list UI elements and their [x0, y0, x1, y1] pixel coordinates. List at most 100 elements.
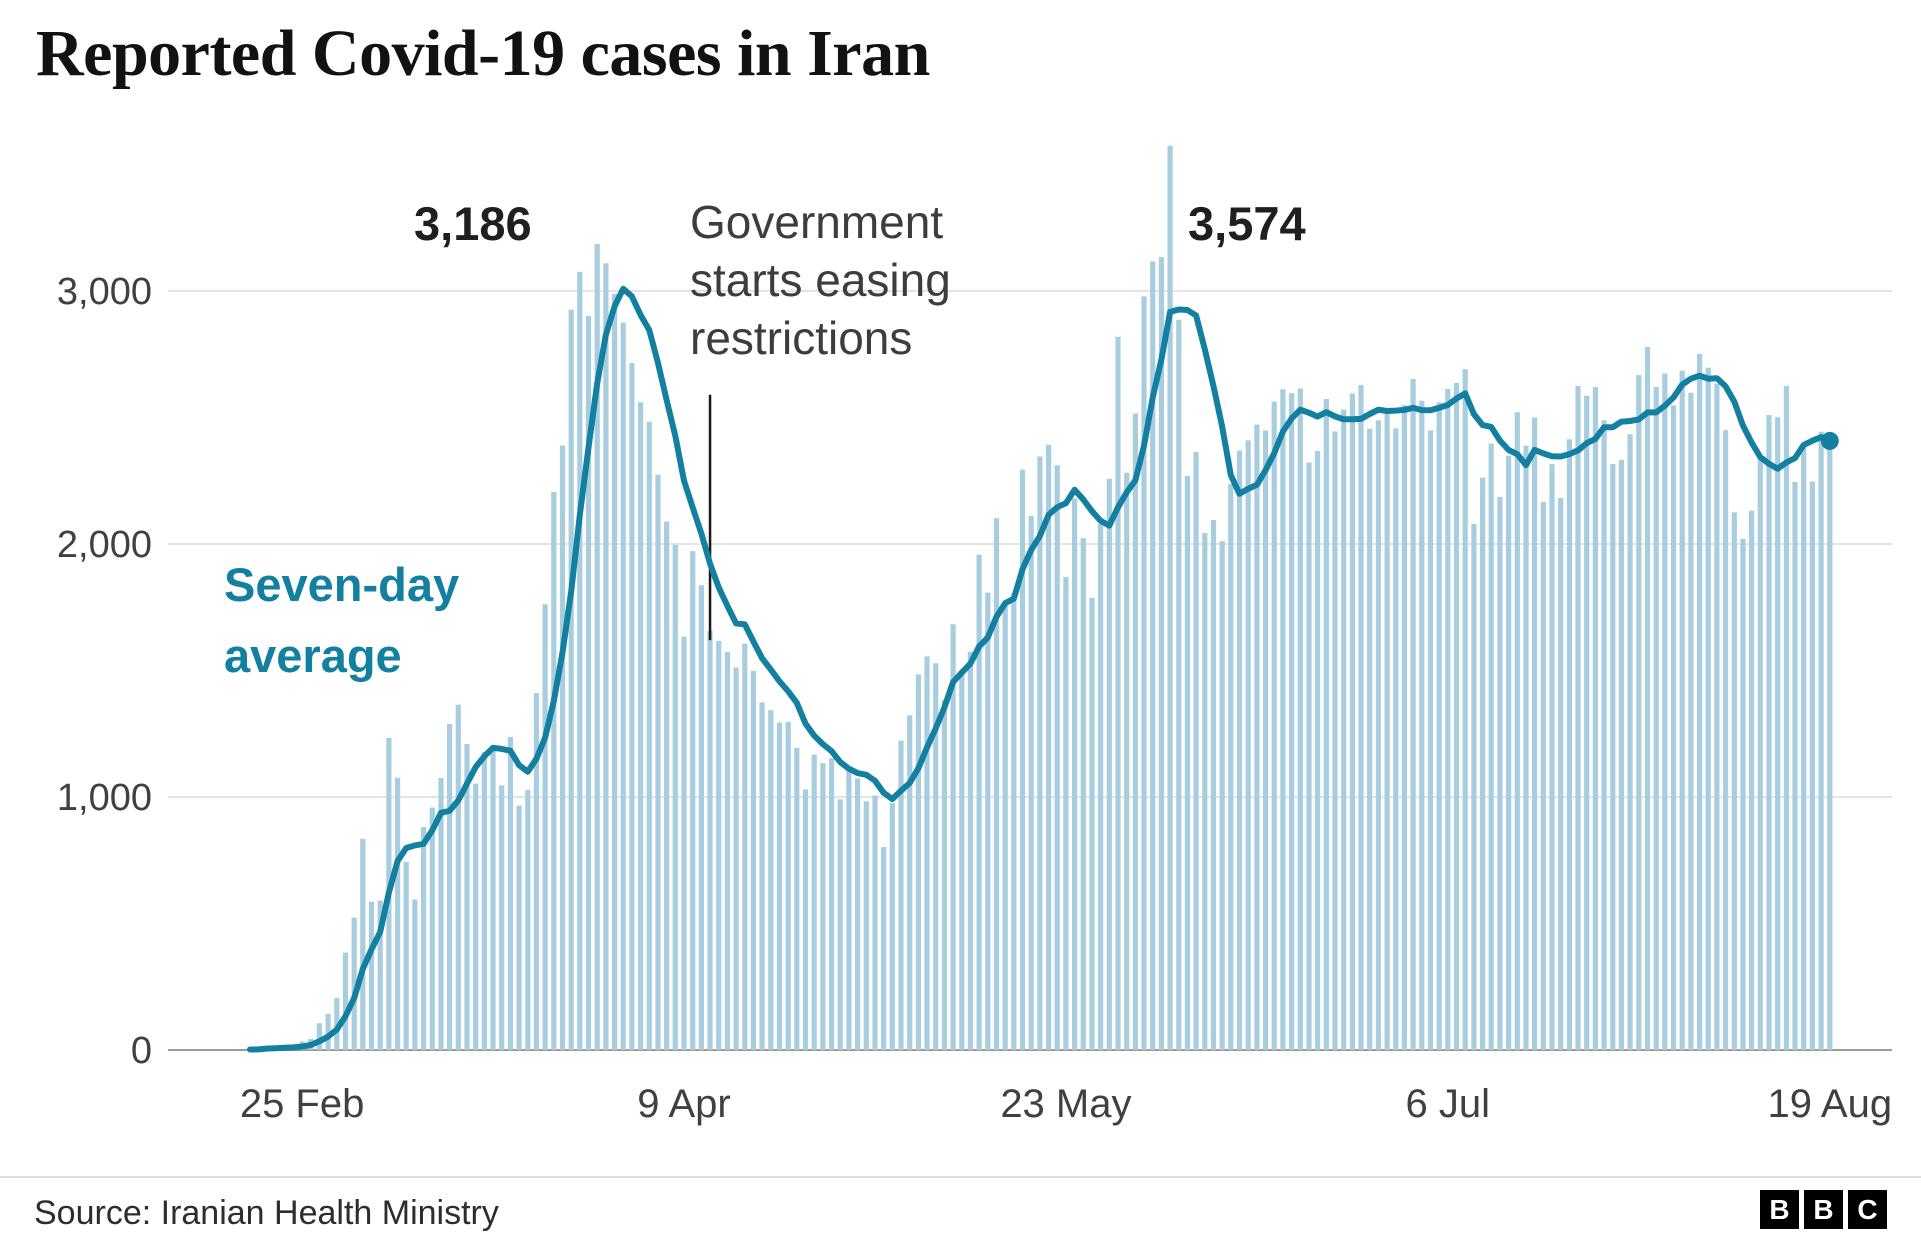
x-tick-label: 19 Aug — [1768, 1082, 1893, 1126]
daily-cases-bar — [1028, 515, 1034, 1050]
daily-cases-bar — [1601, 420, 1607, 1050]
daily-cases-bar — [438, 778, 444, 1050]
daily-cases-bar — [1558, 498, 1564, 1050]
seven-day-average-label: Seven-day average — [224, 550, 459, 691]
x-tick-label: 25 Feb — [240, 1082, 365, 1126]
daily-cases-bar — [1098, 523, 1104, 1050]
daily-cases-bar — [1662, 373, 1668, 1050]
footer-divider — [0, 1176, 1921, 1178]
source-attribution: Source: Iranian Health Ministry — [34, 1194, 499, 1232]
daily-cases-bar — [1072, 498, 1078, 1050]
daily-cases-bar — [368, 901, 375, 1050]
daily-cases-bar — [551, 491, 557, 1050]
daily-cases-bar — [1297, 388, 1303, 1050]
daily-cases-bar — [421, 827, 427, 1050]
daily-cases-bar — [612, 294, 618, 1050]
daily-cases-bar — [481, 752, 487, 1050]
daily-cases-bar — [585, 316, 592, 1050]
daily-cases-bar — [577, 271, 583, 1050]
annotation-first-peak-value: 3,186 — [414, 197, 532, 250]
daily-cases-bar — [1193, 451, 1199, 1050]
daily-cases-bar — [1540, 502, 1546, 1050]
seven-day-average-label-line-2: average — [224, 628, 402, 682]
daily-cases-bar — [1670, 405, 1677, 1050]
daily-cases-bar — [1575, 385, 1581, 1050]
daily-cases-bar — [377, 900, 383, 1050]
daily-cases-bar — [863, 801, 869, 1050]
daily-cases-bar — [724, 651, 730, 1050]
daily-cases-bar — [820, 763, 826, 1050]
daily-cases-bar — [985, 592, 991, 1050]
bbc-logo-letter-b2: B — [1804, 1190, 1843, 1229]
daily-cases-bar — [802, 789, 809, 1050]
daily-cases-bar — [1636, 375, 1642, 1050]
daily-cases-bar — [594, 243, 600, 1050]
daily-cases-bar — [881, 847, 887, 1050]
x-tick-label: 6 Jul — [1406, 1082, 1491, 1126]
chart-title: Reported Covid-19 cases in Iran — [36, 17, 930, 90]
daily-cases-bar — [785, 721, 791, 1050]
daily-cases-bar — [967, 651, 973, 1050]
daily-cases-bar — [1332, 431, 1338, 1050]
annotation-easing-text: Government starts easing restrictions — [690, 194, 951, 368]
daily-cases-bar — [707, 630, 713, 1050]
daily-cases-bar — [1393, 428, 1399, 1050]
daily-cases-bar — [759, 702, 765, 1050]
annotation-easing-line-3: restrictions — [690, 311, 913, 364]
daily-cases-bar — [1462, 369, 1468, 1050]
daily-cases-bar — [507, 737, 513, 1050]
daily-cases-bar — [1688, 392, 1694, 1050]
daily-cases-bar — [1705, 367, 1711, 1050]
daily-cases-bar — [473, 783, 479, 1050]
daily-cases-bar — [499, 785, 505, 1050]
y-tick-label: 2,000 — [57, 524, 152, 566]
daily-cases-bar — [742, 643, 748, 1050]
daily-cases-bar — [1254, 424, 1260, 1051]
daily-cases-bar — [1453, 382, 1460, 1050]
daily-cases-bar — [1141, 296, 1147, 1050]
daily-cases-bar — [1749, 510, 1755, 1051]
daily-cases-bar — [976, 554, 982, 1050]
daily-cases-bar — [1644, 346, 1651, 1050]
daily-cases-bar — [1480, 477, 1486, 1050]
daily-cases-bar — [1219, 541, 1225, 1050]
daily-cases-bar — [429, 807, 435, 1050]
daily-cases-bar — [872, 795, 878, 1050]
bbc-logo: B B C — [1760, 1190, 1887, 1229]
y-tick-label: 3,000 — [57, 271, 152, 313]
daily-cases-bar — [403, 862, 409, 1050]
daily-cases-bar — [1289, 393, 1295, 1050]
daily-cases-bar — [1419, 400, 1425, 1050]
daily-cases-bar — [1063, 577, 1069, 1050]
daily-cases-bar — [1323, 399, 1329, 1050]
daily-cases-bar — [776, 722, 783, 1050]
daily-cases-bar — [1766, 415, 1772, 1050]
daily-cases-bar — [1506, 455, 1512, 1050]
daily-cases-bar — [924, 656, 930, 1050]
daily-cases-bar — [1115, 336, 1121, 1050]
daily-cases-bar — [1514, 412, 1520, 1050]
daily-cases-bar — [959, 675, 965, 1050]
daily-cases-bar — [1775, 417, 1781, 1050]
daily-cases-bar — [1158, 257, 1164, 1051]
daily-cases-bar — [516, 805, 522, 1050]
daily-cases-bar — [1740, 538, 1746, 1050]
daily-cases-bar — [464, 744, 470, 1050]
daily-cases-bar — [915, 674, 921, 1050]
annotation-easing-line-1: Government — [690, 196, 944, 248]
daily-cases-bar — [1697, 354, 1703, 1050]
daily-cases-bar — [655, 474, 661, 1050]
daily-cases-bar — [1011, 593, 1017, 1050]
daily-cases-bar — [1315, 450, 1321, 1050]
daily-cases-bar — [316, 1023, 322, 1050]
daily-cases-bar — [1263, 430, 1269, 1050]
annotation-easing-line-2: starts easing — [690, 253, 951, 306]
daily-cases-bar — [1653, 386, 1659, 1050]
x-tick-label: 23 May — [1000, 1082, 1131, 1126]
y-tick-label: 0 — [131, 1030, 152, 1072]
daily-cases-bar — [907, 715, 913, 1050]
daily-cases-bar — [1245, 440, 1251, 1050]
daily-cases-bar — [1080, 538, 1086, 1050]
daily-cases-bar — [1228, 483, 1234, 1050]
daily-cases-bar — [525, 789, 531, 1050]
